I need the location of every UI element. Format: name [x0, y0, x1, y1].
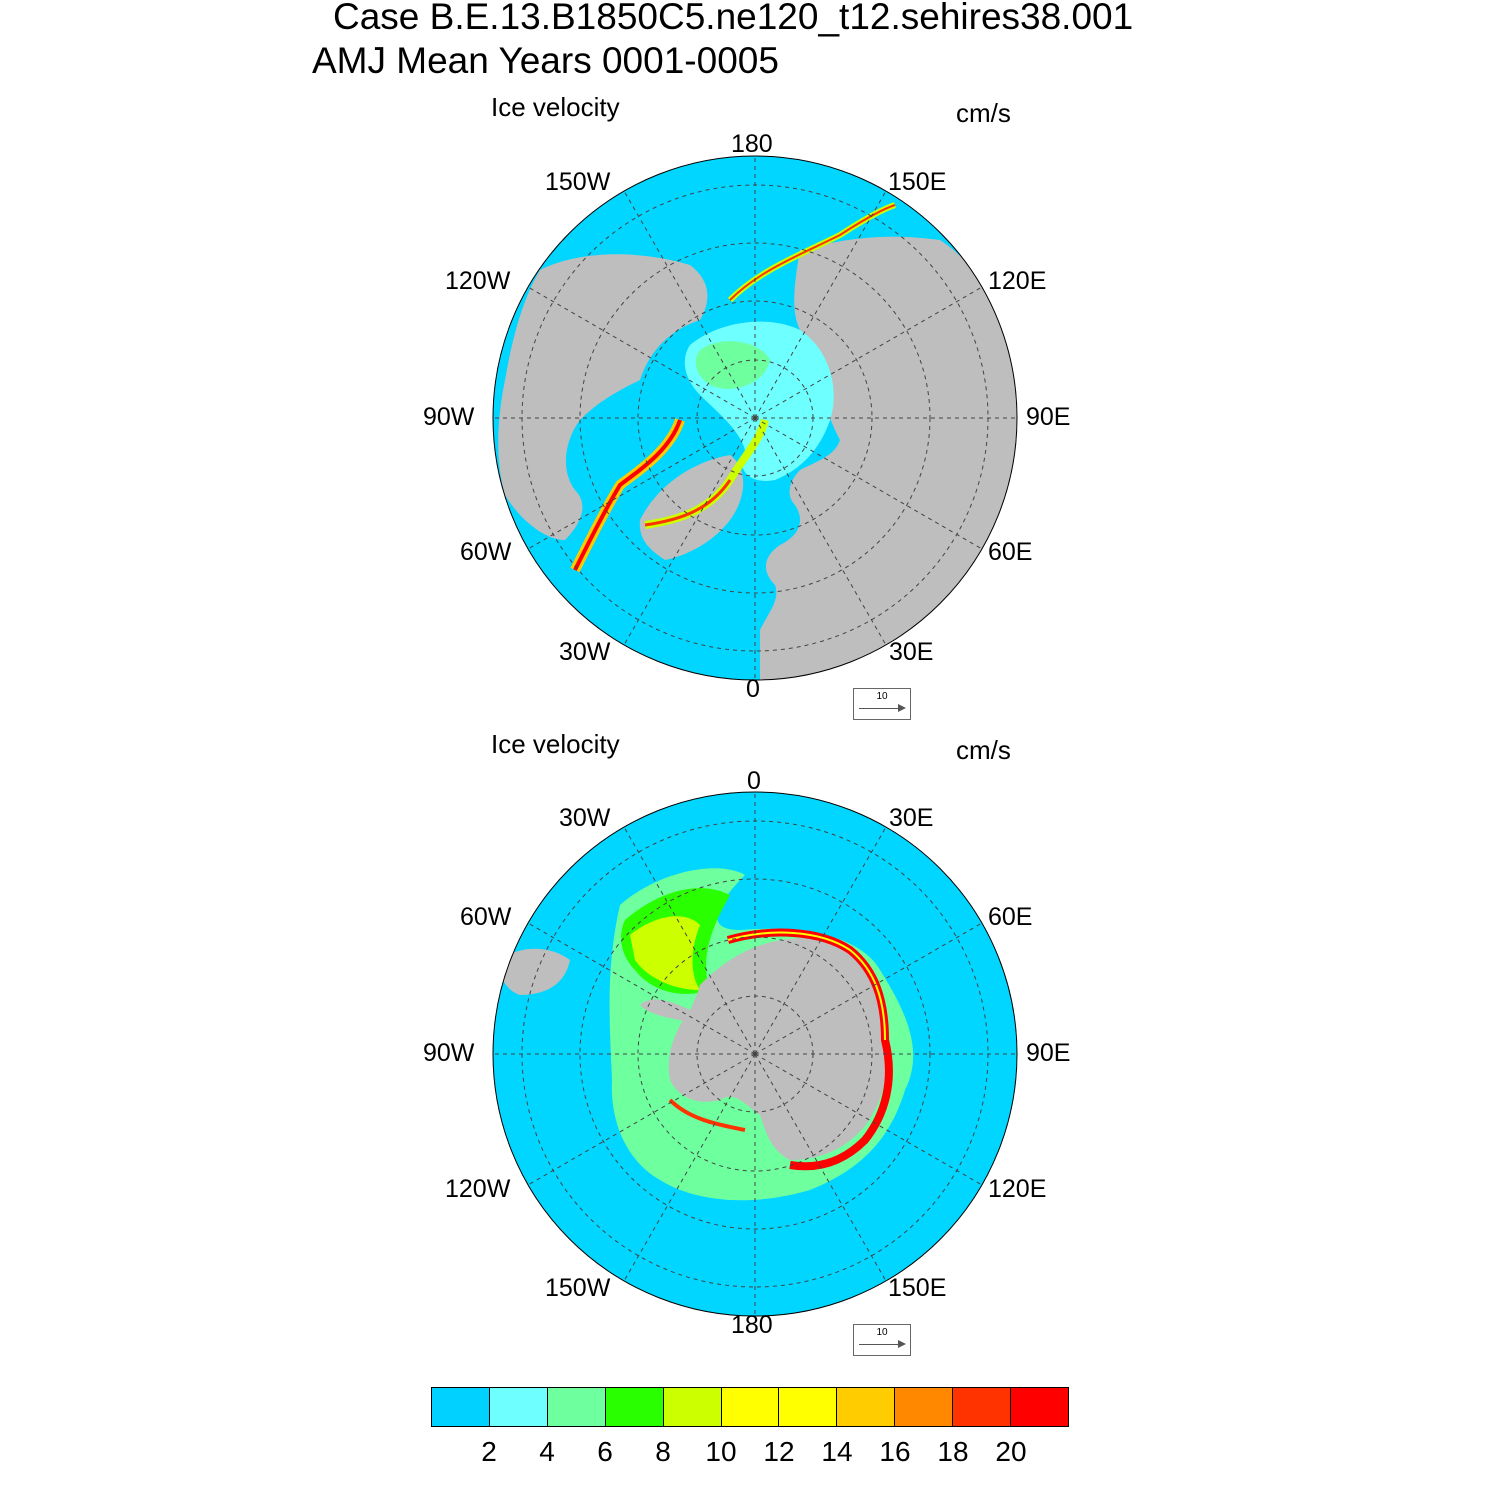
north-land-north-america: [498, 254, 708, 540]
colorbar-swatch: [432, 1388, 490, 1426]
south-lon-label-150e: 150E: [888, 1274, 947, 1302]
north-lon-label-150e: 150E: [888, 168, 947, 196]
south-lon-label-180: 180: [731, 1311, 773, 1339]
colorbar-tick-label: 6: [597, 1436, 613, 1467]
colorbar-tick-label: 12: [763, 1436, 795, 1467]
figure-title-case: Case B.E.13.B1850C5.ne120_t12.sehires38.…: [333, 0, 1134, 37]
north-lon-label-30e: 30E: [889, 638, 934, 666]
colorbar-swatch: [837, 1388, 896, 1426]
south-lon-label-30w: 30W: [559, 804, 611, 832]
colorbar-swatch: [721, 1388, 780, 1426]
colorbar-tick-label: 2: [481, 1436, 497, 1467]
south-lon-label-60w: 60W: [460, 903, 512, 931]
south-variable-label: Ice velocity: [491, 729, 620, 759]
south-units-label: cm/s: [956, 735, 1011, 765]
colorbar-tick-label: 4: [539, 1436, 555, 1467]
north-lon-label-180: 180: [731, 130, 773, 158]
south-land-antarctica: [668, 938, 889, 1160]
colorbar-swatch: [1011, 1388, 1068, 1426]
north-lon-label-60e: 60E: [988, 538, 1033, 566]
colorbar-swatch: [895, 1388, 954, 1426]
colorbar-swatch: [605, 1388, 664, 1426]
south-lon-label-90w: 90W: [423, 1039, 475, 1067]
south-lon-label-120w: 120W: [445, 1175, 511, 1203]
colorbar-swatch: [779, 1388, 838, 1426]
north-variable-label: Ice velocity: [491, 92, 620, 122]
south-lon-label-150w: 150W: [545, 1274, 611, 1302]
south-lon-label-0: 0: [747, 767, 761, 795]
south-reference-arrow-head-icon: [898, 1340, 906, 1348]
south-lon-label-60e: 60E: [988, 903, 1033, 931]
north-lon-label-150w: 150W: [545, 168, 611, 196]
colorbar-swatch: [663, 1388, 722, 1426]
north-reference-vector-value: 10: [876, 691, 888, 702]
south-lon-label-90e: 90E: [1026, 1039, 1071, 1067]
north-polar-map: [492, 155, 1018, 681]
colorbar-tick-label: 8: [655, 1436, 671, 1467]
north-lon-label-60w: 60W: [460, 538, 512, 566]
south-reference-vector: 10: [853, 1324, 911, 1356]
colorbar-swatch: [953, 1388, 1012, 1426]
south-lon-label-120e: 120E: [988, 1175, 1047, 1203]
north-units-label: cm/s: [956, 98, 1011, 128]
figure-title-period: AMJ Mean Years 0001-0005: [312, 40, 779, 81]
south-reference-arrow-shaft: [859, 1344, 903, 1345]
north-lon-label-90e: 90E: [1026, 403, 1071, 431]
north-lon-label-30w: 30W: [559, 638, 611, 666]
north-lon-label-0: 0: [746, 675, 760, 703]
north-reference-arrow-shaft: [859, 708, 903, 709]
colorbar-tick-label: 16: [879, 1436, 911, 1467]
colorbar-tick-label: 18: [937, 1436, 969, 1467]
colorbar-tick-label: 14: [821, 1436, 853, 1467]
colorbar-tick-label: 20: [995, 1436, 1027, 1467]
north-reference-vector: 10: [853, 688, 911, 720]
north-hudson-bay: [575, 416, 654, 481]
south-land-south-america: [499, 948, 570, 995]
south-lon-label-30e: 30E: [889, 804, 934, 832]
south-polar-map: [492, 791, 1018, 1317]
north-land-eurasia: [760, 236, 1017, 680]
south-reference-vector-value: 10: [876, 1327, 888, 1338]
colorbar: [431, 1387, 1069, 1427]
colorbar-swatch: [489, 1388, 548, 1426]
north-land-greenland: [639, 455, 744, 560]
north-lon-label-120w: 120W: [445, 267, 511, 295]
north-lon-label-120e: 120E: [988, 267, 1047, 295]
north-lon-label-90w: 90W: [423, 403, 475, 431]
colorbar-tick-label: 10: [705, 1436, 737, 1467]
north-reference-arrow-head-icon: [898, 704, 906, 712]
colorbar-swatch: [547, 1388, 606, 1426]
